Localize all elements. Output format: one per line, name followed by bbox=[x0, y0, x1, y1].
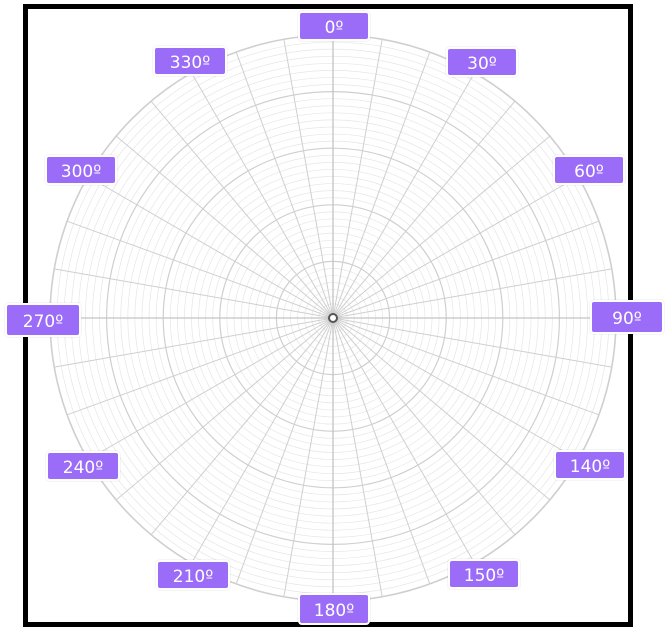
angle-label-150: 150º bbox=[448, 559, 520, 589]
spoke-70 bbox=[332, 220, 600, 319]
spoke-200 bbox=[235, 317, 334, 585]
spoke-280 bbox=[54, 268, 334, 319]
angle-label-140: 140º bbox=[554, 450, 626, 480]
spoke-220 bbox=[150, 317, 334, 536]
spoke-170 bbox=[332, 317, 383, 597]
spoke-330 bbox=[191, 72, 334, 319]
spoke-240 bbox=[87, 317, 334, 460]
radial-lines bbox=[50, 35, 616, 601]
spoke-20 bbox=[332, 51, 431, 319]
spoke-30 bbox=[332, 72, 475, 319]
center-point bbox=[328, 313, 338, 323]
angle-label-60: 60º bbox=[553, 155, 625, 185]
angle-label-180: 180º bbox=[298, 593, 370, 625]
spoke-120 bbox=[332, 317, 579, 460]
spoke-290 bbox=[66, 220, 334, 319]
angle-label-90: 90º bbox=[590, 300, 664, 334]
spoke-320 bbox=[150, 100, 334, 319]
spoke-50 bbox=[332, 135, 551, 319]
angle-label-240: 240º bbox=[46, 451, 120, 481]
angle-label-210: 210º bbox=[156, 560, 230, 590]
spoke-340 bbox=[235, 51, 334, 319]
angle-label-300: 300º bbox=[45, 155, 117, 185]
spoke-150 bbox=[332, 317, 475, 564]
spoke-350 bbox=[283, 39, 334, 319]
spoke-250 bbox=[66, 317, 334, 416]
spoke-230 bbox=[115, 317, 334, 501]
angle-label-270: 270º bbox=[5, 303, 81, 337]
spoke-10 bbox=[332, 39, 383, 319]
spoke-260 bbox=[54, 317, 334, 368]
spoke-100 bbox=[332, 317, 612, 368]
spoke-130 bbox=[332, 317, 551, 501]
spoke-300 bbox=[87, 176, 334, 319]
angle-label-30: 30º bbox=[446, 47, 518, 77]
spoke-80 bbox=[332, 268, 612, 319]
angle-label-330: 330º bbox=[153, 46, 227, 76]
spoke-160 bbox=[332, 317, 431, 585]
spoke-210 bbox=[191, 317, 334, 564]
spoke-110 bbox=[332, 317, 600, 416]
spoke-140 bbox=[332, 317, 516, 536]
spoke-190 bbox=[283, 317, 334, 597]
spoke-310 bbox=[115, 135, 334, 319]
angle-label-0: 0º bbox=[298, 11, 370, 41]
spoke-60 bbox=[332, 176, 579, 319]
spoke-40 bbox=[332, 100, 516, 319]
center-dot bbox=[328, 313, 338, 323]
